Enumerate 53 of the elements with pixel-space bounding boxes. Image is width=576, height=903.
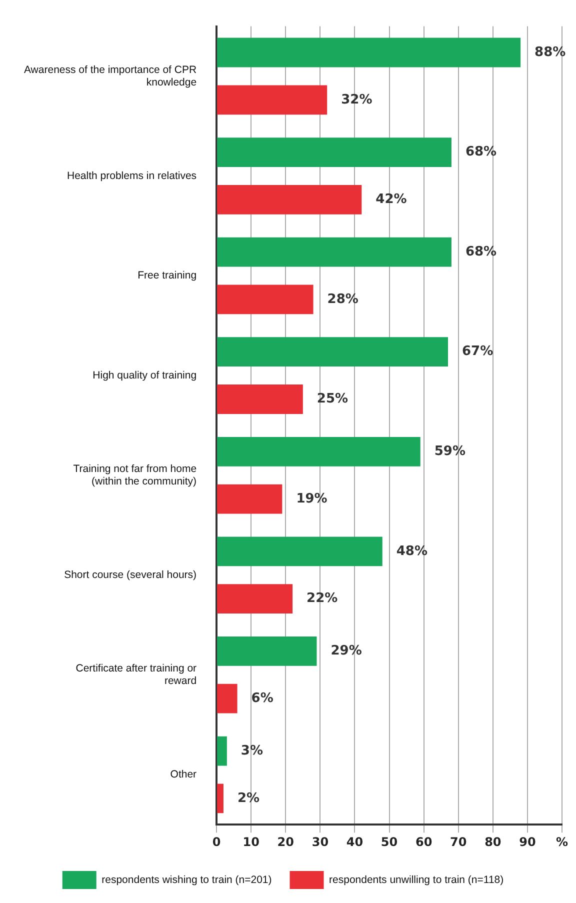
bar [217,337,448,367]
x-tick-label: 50 [380,834,398,849]
legend-label: respondents unwilling to train (n=118) [329,874,504,886]
bar [217,484,282,514]
data-label: 19% [296,491,328,506]
legend-label: respondents wishing to train (n=201) [102,874,272,886]
data-label: 42% [376,192,407,208]
bar [217,284,314,314]
bar [217,584,293,614]
x-tick-label: 90 [519,834,536,849]
data-label: 25% [316,392,348,407]
bar [217,684,238,714]
data-label: 67% [462,344,494,360]
x-tick-label: 10 [242,834,260,849]
data-label: 6% [251,690,274,706]
bar [217,85,328,115]
bar [217,784,224,814]
bar [217,38,521,68]
x-tick-label: % [556,834,568,849]
bar [217,184,362,214]
x-tick-label: 60 [415,834,432,849]
x-tick-label: 30 [312,834,329,849]
bar [217,736,227,766]
x-tick-label: 80 [484,834,502,849]
data-label: 68% [465,144,497,160]
bar [217,636,317,666]
y-tick-label: Awareness of the importance of CPR knowledge [24,64,197,88]
data-label: 2% [237,790,260,806]
y-tick-label: Short course (several hours) [64,569,197,582]
data-label: 28% [327,292,358,307]
data-label: 29% [330,644,362,659]
y-tick-label: High quality of training [92,369,197,382]
data-label: 48% [396,544,428,559]
x-tick-label: 40 [346,834,364,849]
data-label: 3% [240,743,263,758]
x-tick-label: 20 [277,834,294,849]
y-tick-label: Free training [138,270,197,282]
y-tick-label: Other [170,768,198,781]
bar [217,384,303,414]
bar [217,436,420,466]
bar [217,237,452,267]
y-tick-label: Health problems in relatives [66,170,197,182]
x-tick-label: 70 [450,834,467,849]
data-label: 22% [306,591,338,606]
x-tick-label: 0 [212,834,221,849]
bar [217,536,382,566]
data-label: 59% [434,444,466,460]
data-label: 88% [534,44,566,60]
y-tick-label: Certificate after training or reward [76,662,198,688]
y-tick-label: Training not far from home (within the community) [73,462,197,488]
data-label: 32% [341,92,372,108]
bar [217,138,452,167]
data-label: 68% [465,244,497,260]
